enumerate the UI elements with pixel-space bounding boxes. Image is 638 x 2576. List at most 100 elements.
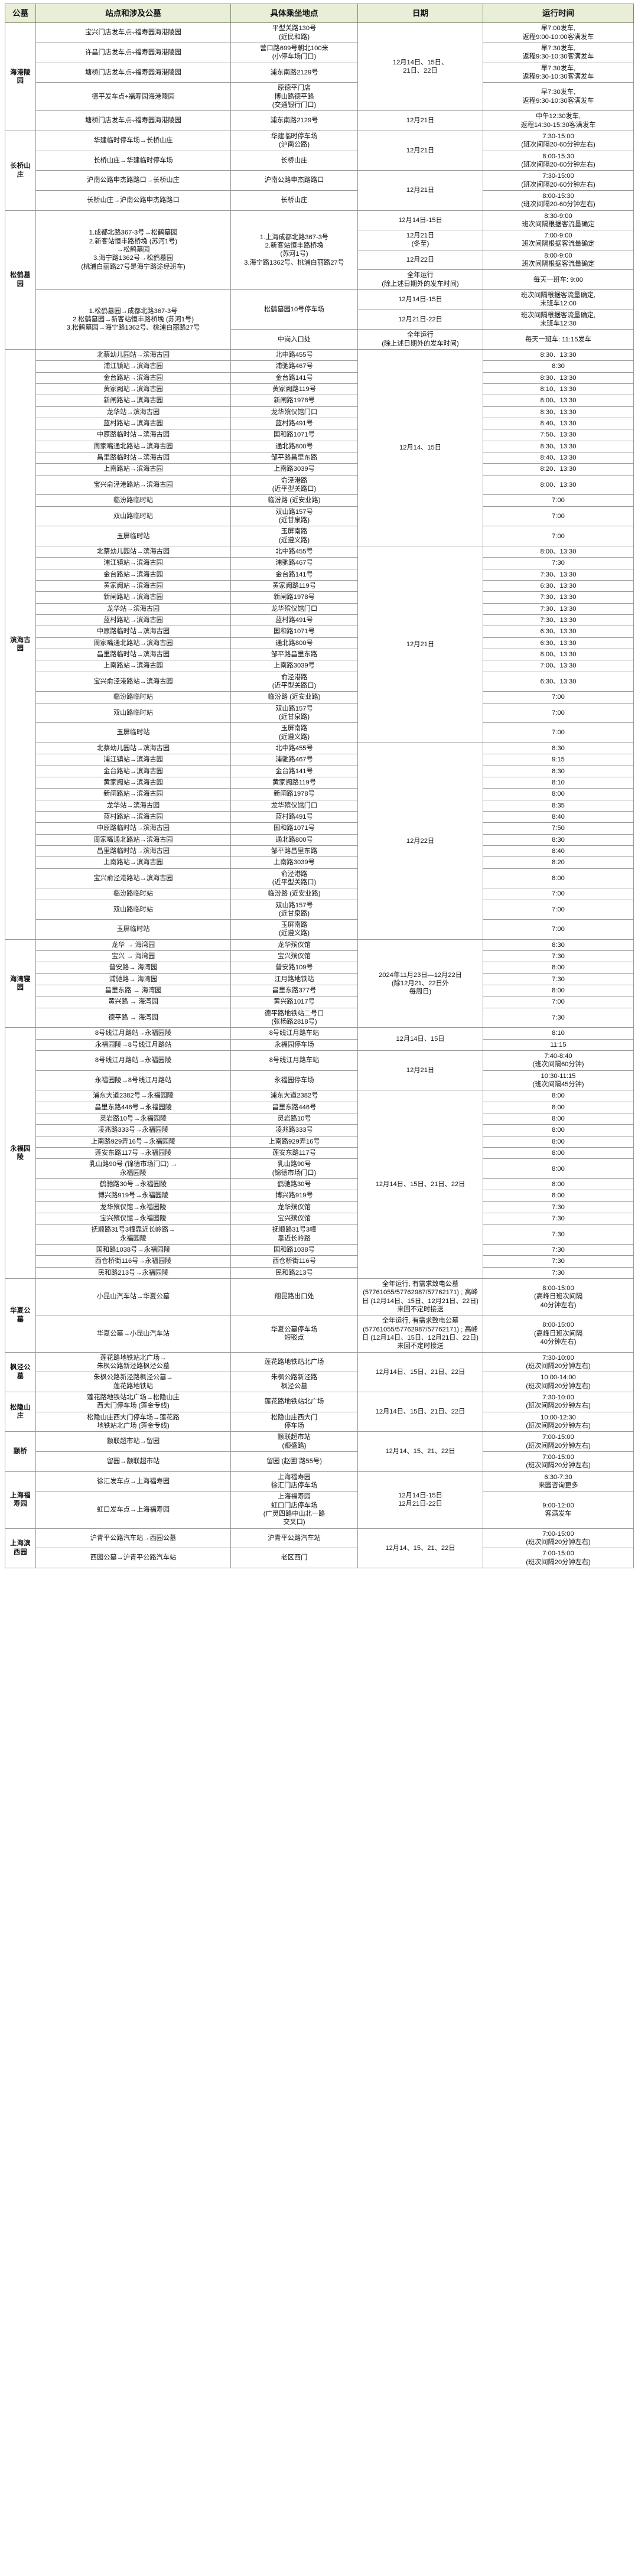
table-row: 沪南公路申杰路路口→长桥山庄 沪南公路申杰路路口 12月21日 7:30-15:00(… <box>5 170 634 211</box>
column-header-route: 站点和涉及公墓 <box>35 3 231 24</box>
route-cell: 新闸路站→滨海古园 <box>35 591 231 604</box>
operating-time-cell: 8:30、13:30 <box>483 440 634 453</box>
boarding-location-cell: 新闸路1978号 <box>230 591 358 604</box>
boarding-location-cell: 博兴路919号 <box>230 1190 358 1202</box>
date-cell: 12月22日 <box>357 249 483 271</box>
column-header-cemetery: 公墓 <box>5 3 36 24</box>
table-row: 昌里路临时站→滨海古园 邹平路昌里东路 8:40、13:30 <box>5 452 634 464</box>
table-row: 灵岩路10号→永福园陵 灵岩路10号 8:00 <box>5 1113 634 1125</box>
boarding-location-cell: 民和路213号 <box>230 1266 358 1279</box>
table-row: 中原路临时站→滨海古园 国和路1071号 6:30、13:30 <box>5 626 634 638</box>
operating-time-cell: 7:30 <box>483 973 634 986</box>
table-row: 松隐山庄 莲花路地铁站北广场→松隐山庄 西大门停车场 (莲金专线) 莲花路地铁站北广场… <box>5 1391 634 1432</box>
cemetery-name-cell: 长桥山庄 <box>5 130 36 211</box>
operating-time-cell: 7:00-15:00 (班次间隔20分钟左右) <box>483 1451 634 1472</box>
table-row: 宝兴 → 海湾园 宝兴殡仪馆 7:30 <box>5 950 634 963</box>
route-cell: 小昆山汽车站→华夏公墓 <box>35 1278 231 1316</box>
operating-time-cell: 6:30、13:30 <box>483 579 634 592</box>
boarding-location-cell: 通北路800号 <box>230 440 358 453</box>
operating-time-cell: 7:00 <box>483 691 634 704</box>
table-row: 龙华殡仪馆→永福园陵 龙华殡仪馆 7:30 <box>5 1201 634 1214</box>
table-row: 全年运行 (除上述日期外的发车时间) 每天一班车: 9:00 <box>5 269 634 291</box>
operating-time-cell: 6:30、13:30 <box>483 637 634 649</box>
boarding-location-cell: 金台路141号 <box>230 372 358 385</box>
boarding-location-cell: 龙华殡仪馆门口 <box>230 406 358 419</box>
route-cell: 1.成都北路367-3号→松鹤墓园 2.新客站恒丰路桥堍 (苏河1号) →松鹤墓园 3… <box>35 210 231 291</box>
route-cell: 临汾路临时站 <box>35 691 231 704</box>
operating-time-cell: 11:15 <box>483 1038 634 1051</box>
date-cell: 12月14日、15日、21日、22日 <box>357 22 483 112</box>
table-row: 海湾寝园 龙华 → 海湾园 龙华殡仪馆 2024年11月23日—12月22日 (除12月… <box>5 939 634 1028</box>
operating-time-cell: 班次间隔根据客流量确定, 末班车12:00 <box>483 289 634 310</box>
schedule-sheet: 公墓 站点和涉及公墓 具体乘坐地点 日期 运行时间 海港陵园 宝兴门店发车点÷福寿… <box>5 3 634 1568</box>
date-cell: 12月14日、15日、21日、22日 <box>357 1090 483 1279</box>
boarding-location-cell: 黄兴路1017号 <box>230 996 358 1008</box>
operating-time-cell: 7:30、13:30 <box>483 568 634 581</box>
boarding-location-cell: 玉屏南路 (近遵义路) <box>230 722 358 743</box>
boarding-location-cell: 金台路141号 <box>230 765 358 777</box>
boarding-location-cell: 灵岩路10号 <box>230 1113 358 1125</box>
boarding-location-cell: 俞泾港路 (近平型关路口) <box>230 474 358 496</box>
table-row: 乳山路90号 (锦德市场门口) → 永福园陵 乳山路90号 (锦德市场门口) 8:00 <box>5 1158 634 1180</box>
operating-time-cell: 7:00-9:00 班次间隔根据客流量确定 <box>483 230 634 250</box>
operating-time-cell: 7:30、13:30 <box>483 603 634 615</box>
route-cell: 浦江镇站→滨海古园 <box>35 557 231 569</box>
date-cell: 全年运行, 有需求致电公墓 (57761055/57762987/5776217… <box>357 1315 483 1353</box>
boarding-location-cell: 玉屏南路 (近遵义路) <box>230 526 358 546</box>
operating-time-cell: 8:00、13:30 <box>483 648 634 661</box>
route-cell: 浦驰路→ 海湾园 <box>35 973 231 986</box>
operating-time-cell: 7:00 <box>483 899 634 920</box>
date-cell: 12月14日、15日、21日、22日 <box>357 1391 483 1432</box>
operating-time-cell: 8:30 <box>483 742 634 755</box>
operating-time-cell: 8:00-15:30 (班次间隔20-60分钟左右) <box>483 190 634 211</box>
table-row: 临汾路临时站 临汾路 (近安业路) 7:00 <box>5 691 634 704</box>
operating-time-cell: 8:00 <box>483 962 634 974</box>
table-row: 上南路站→滨海古园 上南路3039号 8:20、13:30 <box>5 463 634 476</box>
boarding-location-cell: 黄家阙路119号 <box>230 383 358 396</box>
table-row: 上南路站→滨海古园 上南路3039号 7:00、13:30 <box>5 660 634 672</box>
operating-time-cell: 7:00 <box>483 996 634 1008</box>
route-cell: 8号线江月路站→永福园陵 <box>35 1050 231 1071</box>
route-cell: 龙华站→滨海古园 <box>35 799 231 812</box>
date-cell: 12月21日 <box>357 130 483 171</box>
route-cell: 昌里东路446号→永福园陵 <box>35 1101 231 1114</box>
boarding-location-cell: 8号线江月路车站 <box>230 1027 358 1040</box>
route-cell: 西园公墓→沪青平公路汽车站 <box>35 1548 231 1568</box>
table-row: 金台路站→滨海古园 金台路141号 7:30、13:30 <box>5 568 634 581</box>
column-header-date: 日期 <box>357 3 483 24</box>
table-row: 新闸路站→滨海古园 新闸路1978号 8:00 <box>5 788 634 800</box>
boarding-location-cell: 昌里东路446号 <box>230 1101 358 1114</box>
cemetery-name-cell: 滨海古园 <box>5 349 36 940</box>
boarding-location-cell: 营口路699号朝北100米 (小停车场门口) <box>230 42 358 63</box>
table-row: 龙华站→滨海古园 龙华殡仪馆门口 7:30、13:30 <box>5 603 634 615</box>
date-cell: 12月14日、15日 <box>357 1027 483 1051</box>
boarding-location-cell: 龙华殡仪馆门口 <box>230 603 358 615</box>
boarding-location-cell: 普安路109号 <box>230 962 358 974</box>
boarding-location-cell: 中岗入口处 <box>230 329 358 350</box>
operating-time-cell: 早7:00发车, 返程9:00-10:00客满发车 <box>483 22 634 43</box>
operating-time-cell: 早7:30发车, 返程9:30-10:30客满发车 <box>483 42 634 63</box>
table-row: 8号线江月路站→永福园陵 8号线江月路车站 12月21日 7:40-8:40 (班次间隔… <box>5 1050 634 1091</box>
route-cell: 莲安东路117号→永福园陵 <box>35 1147 231 1160</box>
operating-time-cell: 7:50 <box>483 822 634 835</box>
boarding-location-cell: 北中路455号 <box>230 545 358 558</box>
table-row: 鹤驰路30号→永福园陵 鹤驰路30号 8:00 <box>5 1178 634 1191</box>
table-row: 宝兴殡仪馆→永福园陵 宝兴殡仪馆 7:30 <box>5 1213 634 1225</box>
table-body: 海港陵园 宝兴门店发车点÷福寿园海港陵园 平型关路130号 (近民和路) 12月14日、… <box>5 22 634 1568</box>
operating-time-cell: 8:30 <box>483 939 634 952</box>
table-row: 松隐山庄西大门停车场→莲花路 地铁站北广场 (莲金专线) 松隐山庄西大门 停车场 10:… <box>5 1411 634 1432</box>
boarding-location-cell: 龙华殡仪馆 <box>230 1201 358 1214</box>
route-cell: 中原路临时站→滨海古园 <box>35 822 231 835</box>
table-row: 双山路临时站 双山路157号 (近甘泉路) 7:00 <box>5 702 634 724</box>
route-cell: 德平发车点÷福寿园海港陵园 <box>35 82 231 112</box>
operating-time-cell: 10:30-11:15 (班次间隔45分钟) <box>483 1070 634 1091</box>
table-row: 12月21日 (冬至) 7:00-9:00 班次间隔根据客流量确定 <box>5 230 634 250</box>
table-row: 塘桥门店发车点÷福寿园海港陵园 浦东南路2129号 早7:30发车, 返程9:30-1… <box>5 62 634 83</box>
table-row: 民和路213号→永福园陵 民和路213号 7:30 <box>5 1266 634 1279</box>
operating-time-cell: 7:30 <box>483 1243 634 1256</box>
date-cell: 12月14日-15日 <box>357 289 483 310</box>
date-cell: 12月21日-22日 <box>357 309 483 330</box>
table-row: 长桥山庄 华建临时停车场→长桥山庄 华建临时停车场 (沪南公路) 12月21日 7:30-… <box>5 130 634 211</box>
boarding-location-cell: 永福园停车场 <box>230 1070 358 1091</box>
table-row: 中原路临时站→滨海古园 国和路1071号 7:50、13:30 <box>5 429 634 441</box>
